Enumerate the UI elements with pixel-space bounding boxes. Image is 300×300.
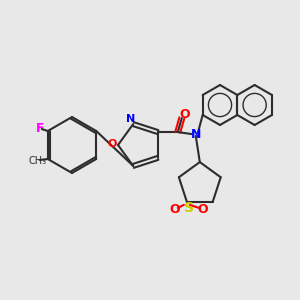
Text: CH₃: CH₃ bbox=[29, 156, 47, 166]
Text: O: O bbox=[198, 203, 208, 216]
Text: O: O bbox=[107, 139, 117, 149]
Text: O: O bbox=[169, 203, 180, 216]
Text: S: S bbox=[184, 201, 194, 215]
Text: N: N bbox=[126, 114, 135, 124]
Text: O: O bbox=[179, 108, 190, 121]
Text: N: N bbox=[190, 128, 201, 141]
Text: F: F bbox=[35, 122, 44, 134]
